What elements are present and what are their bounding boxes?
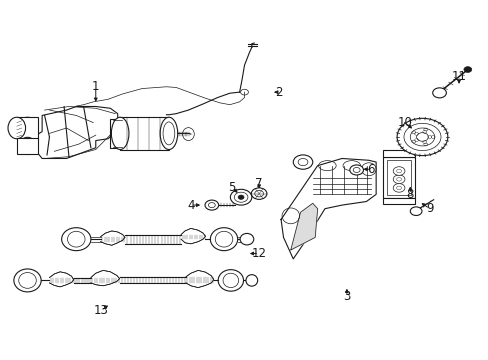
Ellipse shape	[396, 118, 447, 156]
Text: 12: 12	[251, 247, 266, 260]
Ellipse shape	[409, 128, 434, 146]
Ellipse shape	[111, 117, 129, 149]
Text: 4: 4	[187, 199, 194, 212]
Bar	[383, 198, 414, 204]
Bar	[17, 117, 38, 139]
Text: 2: 2	[274, 86, 282, 99]
Text: 9: 9	[425, 202, 433, 215]
Ellipse shape	[432, 88, 446, 98]
Bar	[383, 157, 414, 198]
Text: 1: 1	[92, 80, 100, 93]
Bar	[386, 159, 410, 195]
Text: 13: 13	[93, 305, 108, 318]
Ellipse shape	[392, 175, 404, 184]
Ellipse shape	[251, 188, 266, 199]
Text: 8: 8	[406, 188, 413, 201]
Ellipse shape	[392, 184, 404, 192]
Bar	[383, 150, 414, 157]
Ellipse shape	[403, 123, 440, 150]
Ellipse shape	[14, 269, 41, 292]
Ellipse shape	[210, 228, 237, 251]
Text: 5: 5	[228, 181, 236, 194]
Polygon shape	[281, 158, 375, 259]
Ellipse shape	[240, 233, 253, 245]
Ellipse shape	[204, 200, 218, 210]
Bar	[17, 138, 38, 154]
Bar	[110, 119, 121, 148]
Ellipse shape	[349, 165, 363, 175]
Ellipse shape	[293, 155, 312, 169]
Ellipse shape	[61, 228, 91, 251]
Ellipse shape	[218, 270, 243, 291]
Ellipse shape	[392, 167, 404, 175]
Ellipse shape	[416, 133, 427, 141]
Bar	[120, 117, 168, 149]
Polygon shape	[27, 107, 118, 158]
Text: 10: 10	[397, 116, 412, 129]
Ellipse shape	[160, 117, 177, 149]
Text: 6: 6	[367, 163, 374, 176]
Ellipse shape	[245, 275, 257, 286]
Ellipse shape	[8, 117, 25, 139]
Ellipse shape	[409, 207, 421, 216]
Polygon shape	[290, 203, 317, 250]
Text: 11: 11	[450, 69, 466, 82]
Text: 3: 3	[343, 290, 350, 303]
Ellipse shape	[463, 67, 471, 72]
Text: 7: 7	[255, 177, 263, 190]
Ellipse shape	[230, 189, 251, 205]
Ellipse shape	[238, 195, 244, 199]
